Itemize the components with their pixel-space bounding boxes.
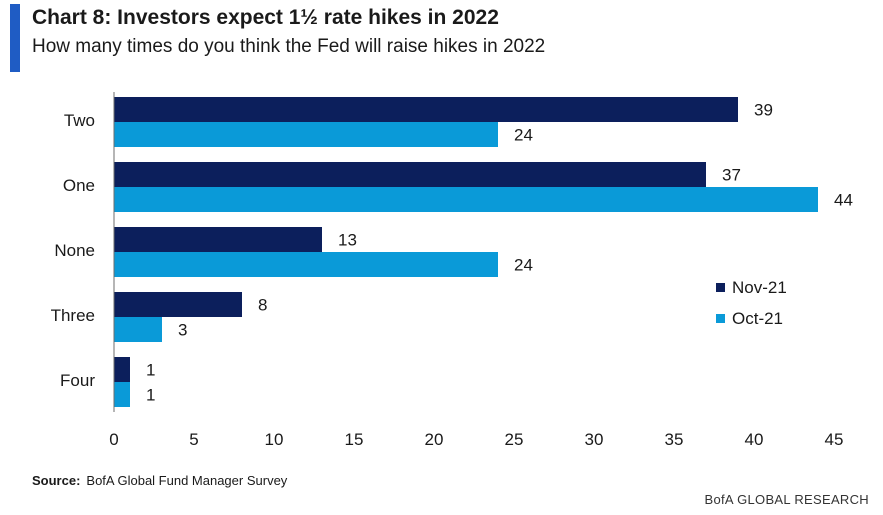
bar bbox=[114, 187, 818, 212]
bar bbox=[114, 357, 130, 382]
category-label: One bbox=[63, 176, 95, 195]
data-label: 44 bbox=[834, 191, 853, 210]
category-label: None bbox=[54, 241, 95, 260]
data-label: 37 bbox=[722, 166, 741, 185]
bar bbox=[114, 252, 498, 277]
x-tick-label: 20 bbox=[425, 430, 444, 449]
x-tick-label: 40 bbox=[745, 430, 764, 449]
data-label: 1 bbox=[146, 361, 155, 380]
x-tick-label: 15 bbox=[345, 430, 364, 449]
title-accent-bar bbox=[10, 4, 20, 72]
x-tick-label: 0 bbox=[109, 430, 118, 449]
bar bbox=[114, 292, 242, 317]
category-label: Three bbox=[51, 306, 95, 325]
category-label: Four bbox=[60, 371, 95, 390]
source-label: Source: bbox=[32, 473, 81, 488]
x-tick-label: 45 bbox=[825, 430, 844, 449]
source-text: BofA Global Fund Manager Survey bbox=[86, 473, 288, 488]
bar bbox=[114, 227, 322, 252]
legend-label: Oct-21 bbox=[732, 309, 783, 328]
chart-title: Chart 8: Investors expect 1½ rate hikes … bbox=[32, 6, 499, 29]
legend-label: Nov-21 bbox=[732, 278, 787, 297]
x-tick-label: 30 bbox=[585, 430, 604, 449]
data-label: 1 bbox=[146, 386, 155, 405]
source-note: Source: BofA Global Fund Manager Survey bbox=[32, 473, 287, 488]
category-label: Two bbox=[64, 111, 95, 130]
data-label: 13 bbox=[338, 231, 357, 250]
data-label: 24 bbox=[514, 256, 533, 275]
data-label: 24 bbox=[514, 126, 533, 145]
bar bbox=[114, 162, 706, 187]
legend-swatch bbox=[716, 314, 725, 323]
x-tick-label: 10 bbox=[265, 430, 284, 449]
x-tick-label: 5 bbox=[189, 430, 198, 449]
chart-subtitle: How many times do you think the Fed will… bbox=[32, 36, 546, 57]
data-label: 8 bbox=[258, 296, 267, 315]
bar bbox=[114, 122, 498, 147]
data-label: 3 bbox=[178, 321, 187, 340]
x-tick-label: 35 bbox=[665, 430, 684, 449]
brand-logo-text: BofA GLOBAL RESEARCH bbox=[704, 492, 869, 507]
legend-swatch bbox=[716, 283, 725, 292]
bar bbox=[114, 317, 162, 342]
x-tick-label: 25 bbox=[505, 430, 524, 449]
bar bbox=[114, 382, 130, 407]
data-label: 39 bbox=[754, 101, 773, 120]
bar bbox=[114, 97, 738, 122]
